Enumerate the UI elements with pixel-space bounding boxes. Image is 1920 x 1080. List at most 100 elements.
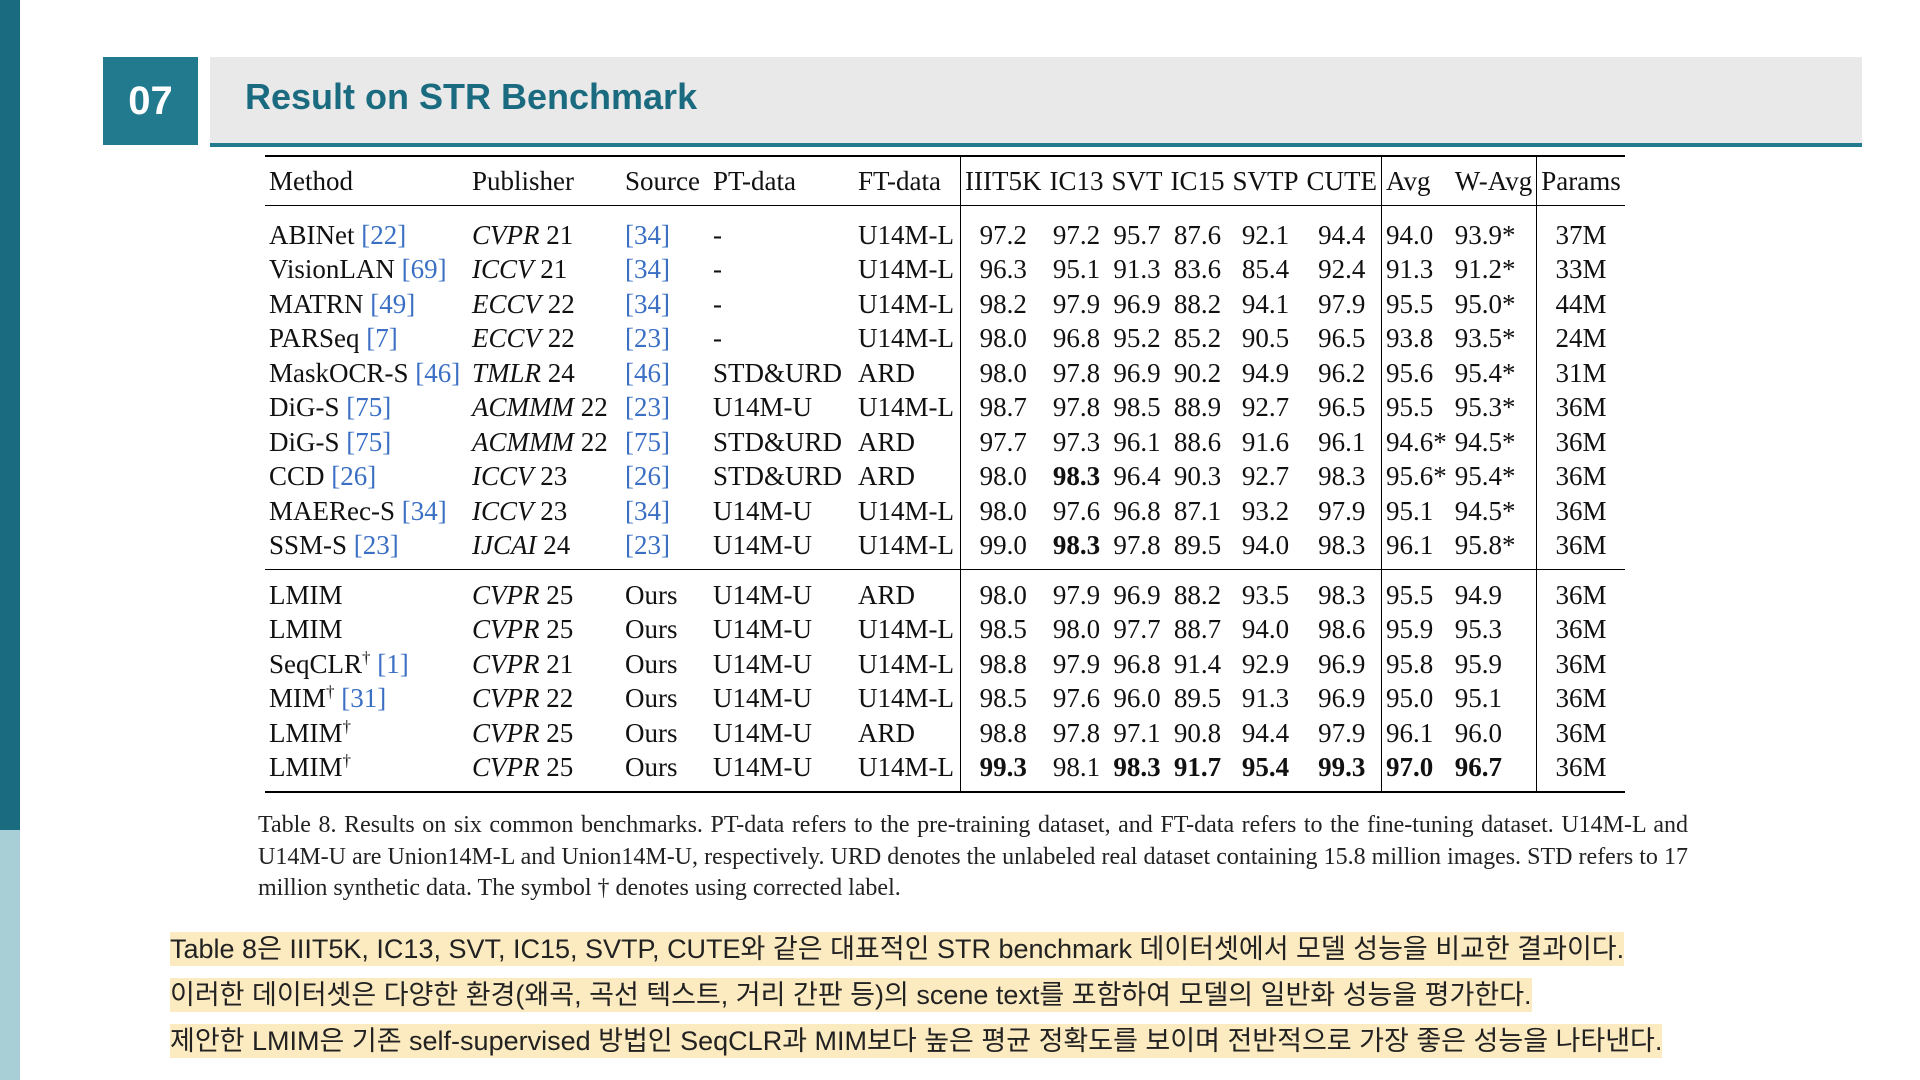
avg-cell-value: 96.1 xyxy=(1386,530,1434,561)
wavg-cell: 95.3* xyxy=(1451,391,1537,426)
summary-notes: Table 8은 IIIT5K, IC13, SVT, IC15, SVTP, … xyxy=(170,926,1663,1064)
wavg-cell: 91.2* xyxy=(1451,253,1537,288)
citation-link[interactable]: [22] xyxy=(361,219,407,250)
score-cell-value: 98.7 xyxy=(979,392,1027,423)
slide-title: Result on STR Benchmark xyxy=(245,76,698,117)
score-cell-value: 93.2 xyxy=(1241,495,1290,526)
source-value: Ours xyxy=(625,717,678,748)
params-cell-value: 36M xyxy=(1555,530,1607,561)
score-cell: 96.3 xyxy=(960,252,1046,287)
venue: TMLR xyxy=(472,357,542,388)
score-cell-value: 98.8 xyxy=(979,648,1027,679)
citation-link[interactable]: [1] xyxy=(377,648,409,679)
source-value[interactable]: [34] xyxy=(625,219,670,250)
pt-data-cell: STD&URD xyxy=(709,425,854,460)
citation-link[interactable]: [34] xyxy=(401,495,447,526)
method-name: CCD xyxy=(269,461,325,492)
score-cell-value: 97.3 xyxy=(1052,426,1101,457)
params-cell: 36M xyxy=(1536,494,1625,529)
score-cell: 99.3 xyxy=(1303,751,1382,793)
source-value[interactable]: [23] xyxy=(625,530,670,561)
score-cell: 97.6 xyxy=(1045,494,1107,529)
method-cell: DiG-S [75] xyxy=(265,391,468,426)
params-cell: 36M xyxy=(1536,612,1625,647)
source-cell: Ours xyxy=(621,751,709,793)
citation-link[interactable]: [23] xyxy=(353,530,399,561)
avg-cell: 95.5 xyxy=(1381,390,1451,425)
score-cell-value: 96.1 xyxy=(1113,426,1161,457)
method-cell: CCD [26] xyxy=(265,460,468,495)
score-cell-value: 91.3 xyxy=(1241,683,1290,714)
table-row: LMIM CVPR 25 Ours U14M-U ARD 98.0 97.9 96.9 88.2… xyxy=(265,569,1625,613)
wavg-cell-value: 95.3* xyxy=(1454,392,1516,423)
publisher-cell: ICCV 23 xyxy=(468,494,621,529)
table-group-ours: LMIM CVPR 25 Ours U14M-U ARD 98.0 97.9 96.9 88.2… xyxy=(265,569,1625,793)
citation-link[interactable]: [75] xyxy=(346,426,392,457)
score-cell: 89.5 xyxy=(1166,529,1228,570)
citation-link[interactable]: [75] xyxy=(346,392,392,423)
pt-data-cell-value: - xyxy=(713,219,722,250)
params-cell: 36M xyxy=(1536,681,1625,716)
citation-link[interactable]: [26] xyxy=(331,461,377,492)
score-cell: 96.8 xyxy=(1045,322,1107,357)
method-name: LMIM xyxy=(269,579,343,610)
wavg-cell: 94.5* xyxy=(1451,494,1537,529)
venue: ECCV xyxy=(472,323,542,354)
score-cell: 92.7 xyxy=(1228,391,1302,426)
source-cell: [23] xyxy=(621,391,709,426)
ft-data-cell-value: U14M-L xyxy=(858,648,954,679)
source-value[interactable]: [23] xyxy=(625,392,670,423)
avg-cell: 95.5 xyxy=(1381,569,1451,613)
year: 25 xyxy=(546,579,574,610)
ft-data-cell-value: U14M-L xyxy=(858,254,954,285)
citation-link[interactable]: [49] xyxy=(370,288,416,319)
score-cell: 98.0 xyxy=(960,459,1046,494)
score-cell: 96.9 xyxy=(1303,647,1382,682)
wavg-cell-value: 95.0* xyxy=(1454,288,1516,319)
score-cell: 87.6 xyxy=(1166,206,1228,253)
wavg-cell: 94.5* xyxy=(1451,425,1537,460)
col-header: W-Avg xyxy=(1454,165,1533,196)
citation-link[interactable]: [31] xyxy=(341,683,387,714)
source-value[interactable]: [23] xyxy=(625,323,670,354)
source-value[interactable]: [75] xyxy=(625,426,670,457)
citation-link[interactable]: [7] xyxy=(366,323,398,354)
avg-cell-value: 96.1 xyxy=(1386,717,1434,748)
source-value[interactable]: [34] xyxy=(625,495,670,526)
avg-cell: 96.1 xyxy=(1381,528,1451,570)
source-value[interactable]: [26] xyxy=(625,461,670,492)
score-cell: 98.2 xyxy=(960,287,1046,322)
score-cell-value: 89.5 xyxy=(1173,530,1222,561)
score-cell-value: 98.5 xyxy=(1113,392,1161,423)
method-name: MaskOCR-S xyxy=(269,357,409,388)
source-value[interactable]: [34] xyxy=(625,288,670,319)
source-value: Ours xyxy=(625,683,678,714)
score-cell-value: 92.7 xyxy=(1241,461,1290,492)
score-cell: 93.5 xyxy=(1228,570,1302,613)
params-cell: 36M xyxy=(1536,390,1625,425)
source-value[interactable]: [46] xyxy=(625,357,670,388)
table-row: MAERec-S [34] ICCV 23 [34] U14M-U U14M-L 98.0… xyxy=(265,494,1625,529)
source-value: Ours xyxy=(625,752,678,783)
params-cell: 36M xyxy=(1536,425,1625,460)
score-cell-value: 99.3 xyxy=(1318,752,1366,783)
score-cell: 96.4 xyxy=(1107,460,1166,495)
publisher-cell: TMLR 24 xyxy=(468,356,621,391)
venue: ECCV xyxy=(472,288,542,319)
avg-cell: 94.0 xyxy=(1381,205,1451,253)
score-cell: 97.8 xyxy=(1107,529,1166,570)
score-cell-value: 98.0 xyxy=(979,495,1027,526)
citation-link[interactable]: [69] xyxy=(401,254,447,285)
avg-cell-value: 95.0 xyxy=(1386,683,1434,714)
wavg-cell-value: 96.7 xyxy=(1454,752,1503,783)
pt-data-cell-value: U14M-U xyxy=(713,495,812,526)
citation-link[interactable]: [46] xyxy=(415,357,461,388)
params-cell-value: 44M xyxy=(1555,288,1607,319)
source-value[interactable]: [34] xyxy=(625,254,670,285)
score-cell-value: 87.1 xyxy=(1173,495,1222,526)
method-name: MATRN xyxy=(269,288,364,319)
left-accent-bar xyxy=(0,0,20,840)
publisher-cell: ACMMM 22 xyxy=(468,391,621,426)
avg-cell: 95.0 xyxy=(1381,681,1451,716)
score-cell: 85.4 xyxy=(1228,253,1302,288)
